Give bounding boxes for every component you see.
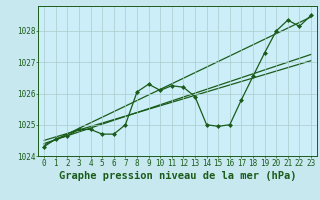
- X-axis label: Graphe pression niveau de la mer (hPa): Graphe pression niveau de la mer (hPa): [59, 171, 296, 181]
